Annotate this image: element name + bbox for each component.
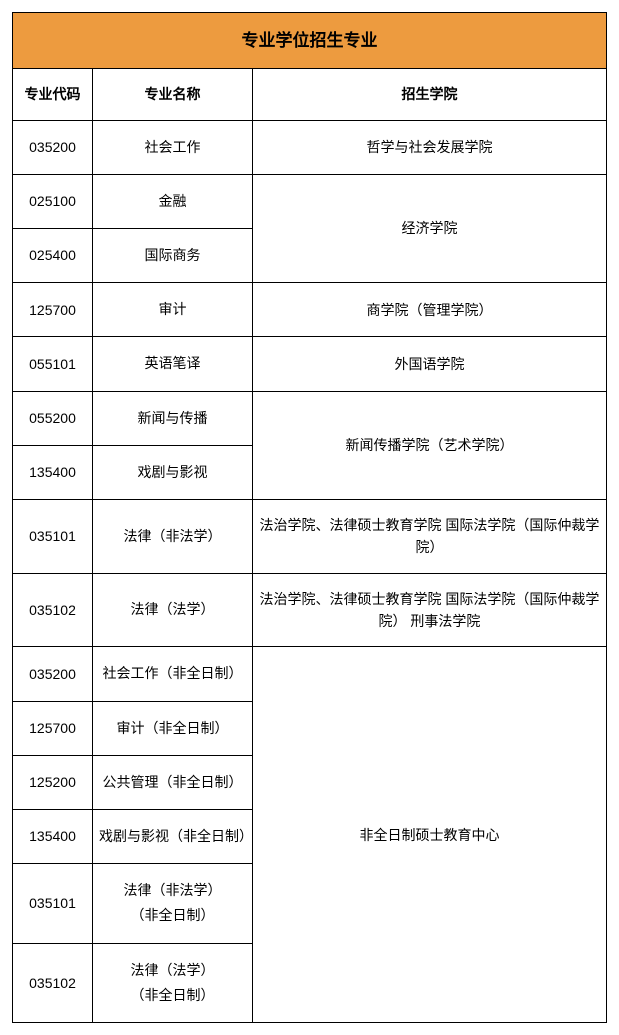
column-header-name: 专业名称 [93, 69, 253, 120]
cell-college: 非全日制硕士教育中心 [253, 647, 607, 1023]
table-row: 035102法律（法学）法治学院、法律硕士教育学院 国际法学院（国际仲裁学院） … [13, 573, 607, 647]
table-row: 035200社会工作（非全日制）非全日制硕士教育中心 [13, 647, 607, 701]
cell-code: 055200 [13, 391, 93, 445]
cell-name: 法律（非法学） [93, 499, 253, 573]
cell-code: 035200 [13, 120, 93, 174]
cell-code: 125200 [13, 755, 93, 809]
cell-code: 135400 [13, 810, 93, 864]
cell-code: 025400 [13, 228, 93, 282]
table-row: 025100金融经济学院 [13, 174, 607, 228]
table-row: 035200社会工作哲学与社会发展学院 [13, 120, 607, 174]
cell-name: 法律（非法学）（非全日制） [93, 864, 253, 943]
cell-name: 社会工作（非全日制） [93, 647, 253, 701]
cell-name: 戏剧与影视 [93, 445, 253, 499]
cell-college: 法治学院、法律硕士教育学院 国际法学院（国际仲裁学院） 刑事法学院 [253, 573, 607, 647]
table-row: 125700审计商学院（管理学院） [13, 283, 607, 337]
cell-college: 外国语学院 [253, 337, 607, 391]
cell-name: 金融 [93, 174, 253, 228]
cell-college: 法治学院、法律硕士教育学院 国际法学院（国际仲裁学院） [253, 499, 607, 573]
cell-name: 社会工作 [93, 120, 253, 174]
column-header-code: 专业代码 [13, 69, 93, 120]
cell-college: 经济学院 [253, 174, 607, 282]
cell-name: 审计（非全日制） [93, 701, 253, 755]
degree-programs-table: 专业学位招生专业专业代码专业名称招生学院035200社会工作哲学与社会发展学院0… [12, 12, 607, 1023]
column-header-college: 招生学院 [253, 69, 607, 120]
cell-code: 035102 [13, 573, 93, 647]
cell-code: 025100 [13, 174, 93, 228]
cell-code: 125700 [13, 283, 93, 337]
table-row: 055200新闻与传播新闻传播学院（艺术学院） [13, 391, 607, 445]
cell-code: 035200 [13, 647, 93, 701]
cell-college: 哲学与社会发展学院 [253, 120, 607, 174]
cell-name: 法律（法学） [93, 573, 253, 647]
cell-name: 新闻与传播 [93, 391, 253, 445]
cell-code: 035102 [13, 943, 93, 1022]
cell-college: 新闻传播学院（艺术学院） [253, 391, 607, 499]
cell-college: 商学院（管理学院） [253, 283, 607, 337]
cell-code: 125700 [13, 701, 93, 755]
cell-name: 法律（法学）（非全日制） [93, 943, 253, 1022]
cell-name: 英语笔译 [93, 337, 253, 391]
cell-code: 135400 [13, 445, 93, 499]
cell-name: 戏剧与影视（非全日制） [93, 810, 253, 864]
cell-code: 055101 [13, 337, 93, 391]
cell-name: 审计 [93, 283, 253, 337]
cell-code: 035101 [13, 499, 93, 573]
table-row: 035101法律（非法学）法治学院、法律硕士教育学院 国际法学院（国际仲裁学院） [13, 499, 607, 573]
cell-name: 公共管理（非全日制） [93, 755, 253, 809]
cell-name: 国际商务 [93, 228, 253, 282]
table-row: 055101英语笔译外国语学院 [13, 337, 607, 391]
cell-code: 035101 [13, 864, 93, 943]
table-title: 专业学位招生专业 [13, 13, 607, 69]
